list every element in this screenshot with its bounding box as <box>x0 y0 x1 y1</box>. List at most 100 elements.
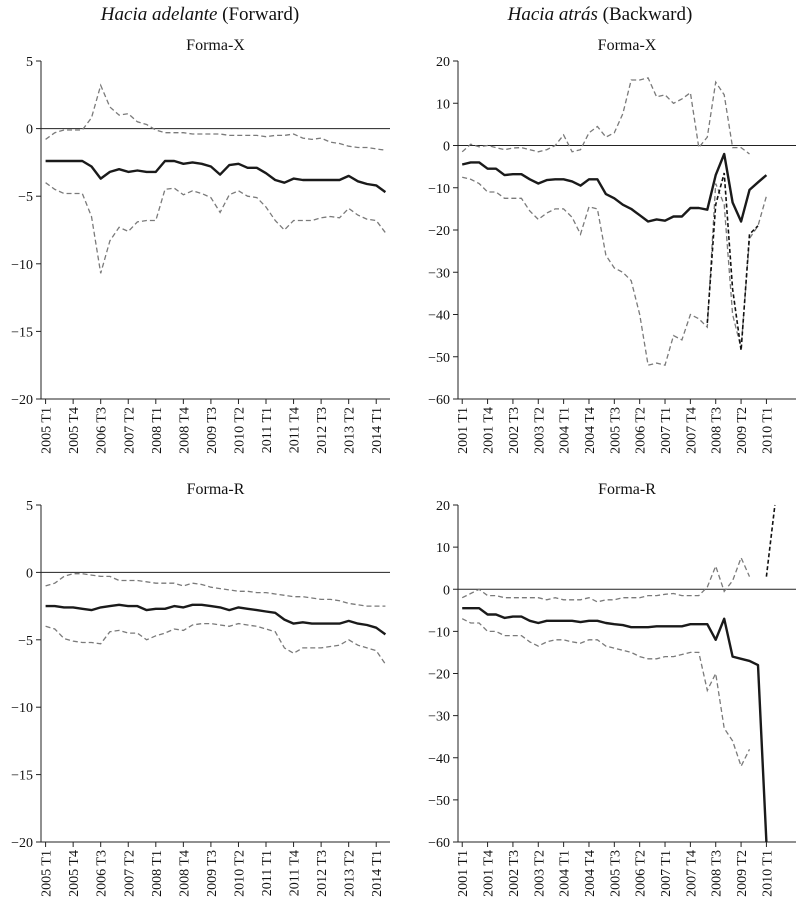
y-tick-label: −10 <box>11 701 33 716</box>
x-tick-label: 2007 T4 <box>684 407 699 454</box>
y-tick-label: −20 <box>11 393 33 408</box>
y-tick-label: −50 <box>428 351 450 366</box>
series-upper <box>45 83 386 151</box>
chart-forward-forma-x: Forma-X 5 0 −5 −10 −15 −20 2005 T1 2005 T4 2006 T… <box>11 37 390 454</box>
x-tick-label: 2010 T2 <box>232 407 247 454</box>
x-tick-label: 2005 T1 <box>40 407 55 454</box>
series-central <box>461 152 768 223</box>
x-tick-label: 2012 T3 <box>315 407 330 454</box>
x-tick-label: 2010 T1 <box>760 407 775 454</box>
panel-title: Forma-X <box>186 37 245 54</box>
y-tick-label: −20 <box>11 836 33 851</box>
y-tick-label: −15 <box>11 325 33 340</box>
y-tick-label: −20 <box>428 668 450 683</box>
y-tick-label: 10 <box>436 97 450 112</box>
x-tick-label: 2007 T2 <box>122 407 137 454</box>
x-tick-label: 2001 T1 <box>456 850 471 897</box>
x-tick-label: 2004 T4 <box>583 407 598 454</box>
series-upper <box>461 555 751 603</box>
y-tick-label: −30 <box>428 266 450 281</box>
x-tick-label: 2008 T3 <box>710 850 725 897</box>
y-tick-label: 0 <box>443 583 450 598</box>
y-tick-label: −10 <box>11 258 33 273</box>
x-tick-label: 2007 T1 <box>659 407 674 454</box>
x-tick-label: 2009 T3 <box>205 407 220 454</box>
y-tick-label: −10 <box>428 182 450 197</box>
x-tick-label: 2001 T4 <box>482 407 497 454</box>
header-forward: Hacia adelante (Forward) <box>0 4 400 26</box>
y-tick-label: −30 <box>428 710 450 725</box>
y-tick-label: 0 <box>26 566 33 581</box>
y-tick-label: −10 <box>428 625 450 640</box>
series-spike <box>706 172 759 351</box>
header-backward-italic: Hacia atrás <box>507 4 598 25</box>
x-tick-label: 2006 T2 <box>634 407 649 454</box>
x-tick-label: 2012 T3 <box>315 850 330 897</box>
x-tick-label: 2007 T4 <box>684 850 699 897</box>
x-tick-label: 2003 T2 <box>532 407 547 454</box>
y-tick-label: 0 <box>443 140 450 155</box>
header-forward-italic: Hacia adelante <box>100 4 218 25</box>
x-tick-label: 2005 T4 <box>67 850 82 897</box>
y-tick-label: 20 <box>436 499 450 514</box>
x-tick-label: 2005 T3 <box>608 407 623 454</box>
series-lower <box>45 182 386 274</box>
series-upper <box>461 77 750 155</box>
y-tick-label: 10 <box>436 541 450 556</box>
y-tick-label: −40 <box>428 752 450 767</box>
x-tick-label: 2007 T1 <box>659 850 674 897</box>
series-lower <box>461 618 751 768</box>
x-tick-label: 2010 T1 <box>760 850 775 897</box>
y-tick-label: 0 <box>26 123 33 138</box>
x-tick-label: 2009 T2 <box>735 850 750 897</box>
panel-title: Forma-X <box>598 37 657 54</box>
x-tick-label: 2011 T4 <box>288 407 303 453</box>
y-tick-label: 5 <box>26 499 33 514</box>
x-tick-label: 2001 T1 <box>456 407 471 454</box>
x-tick-label: 2013 T2 <box>343 850 358 897</box>
x-tick-label: 2014 T1 <box>370 407 385 454</box>
x-tick-label: 2006 T2 <box>634 850 649 897</box>
y-tick-label: −60 <box>428 393 450 408</box>
y-tick-label: −40 <box>428 309 450 324</box>
x-tick-label: 2004 T1 <box>558 407 573 454</box>
series-lower <box>462 176 768 366</box>
x-tick-label: 2005 T1 <box>40 850 55 897</box>
series-spike <box>765 504 776 577</box>
x-tick-label: 2004 T4 <box>583 850 598 897</box>
header-backward-plain: (Backward) <box>597 4 693 25</box>
panel-title: Forma-R <box>598 481 656 498</box>
x-tick-label: 2004 T1 <box>558 850 573 897</box>
x-tick-label: 2003 T2 <box>532 850 547 897</box>
series-central <box>462 607 768 843</box>
x-tick-label: 2001 T4 <box>482 850 497 897</box>
x-tick-label: 2007 T2 <box>122 850 137 897</box>
y-tick-label: −50 <box>428 794 450 809</box>
y-tick-label: −5 <box>18 190 33 205</box>
panel-title: Forma-R <box>187 481 245 498</box>
x-tick-label: 2011 T4 <box>288 850 303 896</box>
x-tick-label: 2008 T1 <box>150 850 165 897</box>
series-central <box>45 603 387 636</box>
y-tick-label: −20 <box>428 224 450 239</box>
x-tick-label: 2014 T1 <box>370 850 385 897</box>
y-tick-label: −60 <box>428 836 450 851</box>
x-tick-label: 2005 T4 <box>67 407 82 454</box>
series-central <box>45 159 387 194</box>
chart-backward-forma-x: Forma-X 20 10 0 −10 −20 −30 −40 −50 −60 2001 T1 200… <box>428 37 796 454</box>
y-tick-label: −15 <box>11 769 33 784</box>
x-tick-label: 2010 T2 <box>232 850 247 897</box>
x-tick-label: 2011 T1 <box>260 850 275 896</box>
header-backward: Hacia atrás (Backward) <box>400 4 800 26</box>
x-tick-label: 2008 T3 <box>710 407 725 454</box>
x-tick-label: 2011 T1 <box>260 407 275 453</box>
x-tick-label: 2009 T2 <box>735 407 750 454</box>
x-tick-label: 2008 T4 <box>177 850 192 897</box>
x-tick-label: 2005 T3 <box>608 850 623 897</box>
x-tick-label: 2008 T1 <box>150 407 165 454</box>
x-tick-label: 2009 T3 <box>205 850 220 897</box>
x-tick-label: 2006 T3 <box>95 407 110 454</box>
chart-forward-forma-r: Forma-R 5 0 −5 −10 −15 −20 2005 T1 2005 T4 2006 T… <box>11 481 390 897</box>
x-tick-label: 2002 T3 <box>507 850 522 897</box>
